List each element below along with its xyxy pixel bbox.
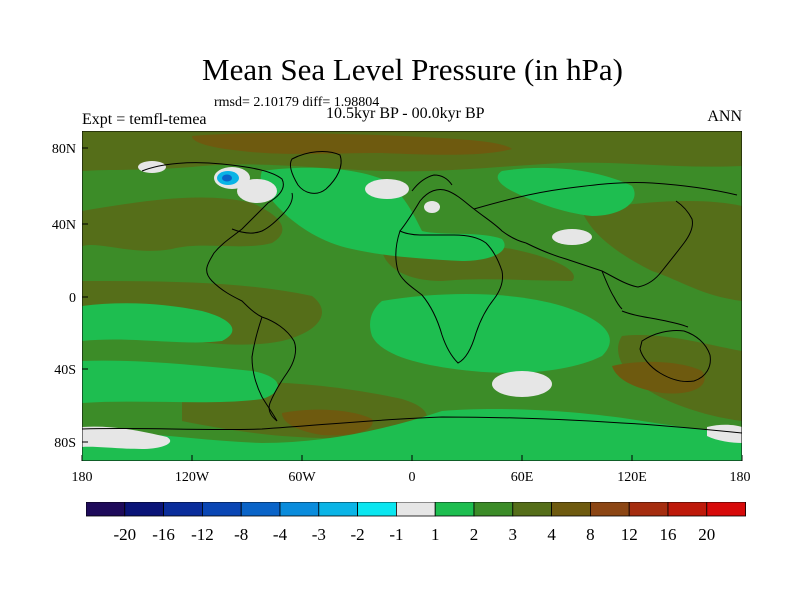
- colorbar-label: -16: [152, 525, 175, 544]
- colorbar-labels: -20 -16 -12 -8 -4 -3 -2 -1 1 2 3 4 8 12 16 20: [113, 525, 715, 544]
- colorbar-swatch: [86, 502, 126, 517]
- field-band-4: [582, 200, 742, 301]
- field-near-zero: [424, 201, 440, 213]
- colorbar-swatches: [86, 502, 746, 517]
- field-band-2: [497, 167, 635, 216]
- colorbar-label: -12: [191, 525, 214, 544]
- field-band-2: [82, 409, 742, 461]
- field-band-2: [82, 303, 233, 343]
- colorbar-label: 1: [431, 525, 440, 544]
- lat-tick-label: 0: [69, 291, 76, 306]
- field-band-2: [260, 167, 505, 261]
- lon-tick-label: 120E: [617, 470, 647, 485]
- colorbar-swatch: [357, 502, 397, 517]
- colorbar-swatch: [318, 502, 359, 517]
- colorbar-label: -8: [234, 525, 248, 544]
- colorbar-label: 3: [509, 525, 518, 544]
- colorbar-label: -4: [273, 525, 288, 544]
- colorbar-swatch: [279, 502, 320, 517]
- lon-tick-label: 60E: [511, 470, 534, 485]
- coastlines: [82, 151, 742, 434]
- lat-tick-label: 80N: [52, 142, 76, 157]
- lat-tick-label: 40S: [54, 363, 76, 378]
- colorbar-swatch: [163, 502, 203, 517]
- field-band-8: [612, 361, 705, 394]
- field-near-zero: [492, 371, 552, 397]
- colorbar-swatch: [628, 502, 669, 517]
- field-near-zero: [82, 426, 171, 449]
- colorbar: -20 -16 -12 -8 -4 -3 -2 -1 1 2 3 4 8 12 16 20: [86, 502, 746, 544]
- colorbar-swatch: [473, 502, 514, 517]
- lon-tick-label: 0: [409, 470, 416, 485]
- field-band-8: [282, 409, 373, 436]
- field-band-8: [192, 132, 512, 155]
- period-label: 10.5kyr BP - 00.0kyr BP: [326, 105, 485, 122]
- field-near-zero: [552, 229, 592, 245]
- colorbar-label: 4: [547, 525, 556, 544]
- colorbar-label: 2: [470, 525, 479, 544]
- field-near-zero: [707, 424, 742, 443]
- field-band-2: [82, 360, 279, 403]
- season-label: ANN: [707, 108, 742, 125]
- field-band-4: [82, 197, 283, 251]
- lat-tick-label: 40N: [52, 218, 76, 233]
- colorbar-swatch: [512, 502, 552, 517]
- colorbar-swatch: [202, 502, 242, 517]
- lon-tick-label: 60W: [288, 470, 316, 485]
- field-near-zero: [237, 179, 277, 203]
- colorbar-swatch: [667, 502, 708, 517]
- colorbar-swatch: [589, 502, 630, 517]
- colorbar-swatch: [395, 502, 436, 517]
- colorbar-label: 16: [660, 525, 677, 544]
- colorbar-label: -2: [351, 525, 365, 544]
- pressure-map: [82, 131, 742, 461]
- field-band-2: [370, 294, 610, 373]
- lon-tick-label: 120W: [175, 470, 210, 485]
- field-near-zero: [365, 179, 409, 199]
- rmsd-diff-stats: rmsd= 2.10179 diff= 1.98804: [214, 95, 380, 110]
- experiment-label: Expt = temfl-temea: [82, 111, 207, 128]
- lat-tick-label: 80S: [54, 436, 76, 451]
- colorbar-label: -20: [113, 525, 136, 544]
- colorbar-label: -1: [389, 525, 403, 544]
- colorbar-swatch: [124, 502, 164, 517]
- colorbar-label: -3: [312, 525, 326, 544]
- colorbar-swatch: [240, 502, 281, 517]
- colorbar-label: 12: [621, 525, 638, 544]
- chart-title: Mean Sea Level Pressure (in hPa): [202, 52, 623, 87]
- field-negative-4: [222, 174, 232, 182]
- colorbar-swatch: [706, 502, 746, 517]
- lon-tick-label: 180: [730, 470, 751, 485]
- colorbar-label: 20: [698, 525, 715, 544]
- colorbar-label: 8: [586, 525, 595, 544]
- lon-tick-label: 180: [72, 470, 93, 485]
- colorbar-swatch: [551, 502, 591, 517]
- colorbar-swatch: [434, 502, 475, 517]
